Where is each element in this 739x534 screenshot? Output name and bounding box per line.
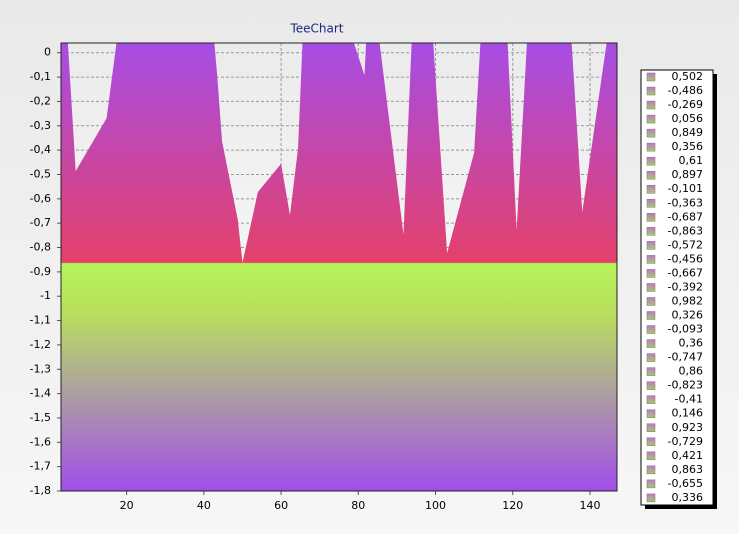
legend-label: 0,336 bbox=[672, 491, 704, 504]
legend-marker bbox=[646, 199, 656, 208]
legend-label: -0,747 bbox=[668, 351, 703, 364]
legend-marker bbox=[646, 367, 656, 376]
y-tick-label: -0,8 bbox=[30, 241, 51, 254]
legend-label: 0,923 bbox=[672, 421, 704, 434]
legend-label: 0,056 bbox=[672, 112, 704, 125]
legend-label: 0,146 bbox=[672, 407, 704, 420]
legend-label: -0,41 bbox=[675, 393, 703, 406]
chart-title: TeeChart bbox=[289, 22, 343, 36]
legend-marker bbox=[646, 128, 656, 138]
legend-marker bbox=[646, 395, 656, 404]
legend-label: 0,356 bbox=[672, 140, 704, 153]
x-tick-label: 20 bbox=[120, 499, 134, 512]
legend-label: 0,61 bbox=[679, 154, 704, 167]
x-tick-label: 120 bbox=[502, 499, 523, 512]
legend-label: 0,36 bbox=[679, 337, 704, 350]
legend-marker bbox=[646, 86, 656, 96]
legend-label: 0,897 bbox=[672, 168, 704, 181]
legend-label: -0,456 bbox=[668, 252, 703, 265]
legend-marker bbox=[646, 283, 656, 292]
legend-label: -0,823 bbox=[668, 379, 703, 392]
legend-label: 0,863 bbox=[672, 463, 704, 476]
x-tick-label: 40 bbox=[197, 499, 211, 512]
y-tick-label: 0 bbox=[44, 46, 51, 59]
legend-label: -0,863 bbox=[668, 224, 703, 237]
y-tick-label: -1,6 bbox=[30, 435, 51, 448]
legend-marker bbox=[646, 451, 656, 461]
y-tick-label: -1,3 bbox=[30, 362, 51, 375]
x-tick-label: 100 bbox=[425, 499, 446, 512]
legend-marker bbox=[646, 297, 656, 306]
legend-marker bbox=[646, 311, 656, 320]
legend-marker bbox=[646, 381, 656, 390]
legend-marker bbox=[646, 241, 656, 250]
y-tick-label: -0,6 bbox=[30, 192, 51, 205]
x-tick-label: 60 bbox=[274, 499, 288, 512]
legend-marker bbox=[646, 493, 656, 503]
legend-label: -0,729 bbox=[668, 435, 703, 448]
y-tick-label: -0,3 bbox=[30, 119, 51, 132]
legend-marker bbox=[646, 325, 656, 334]
legend-label: -0,269 bbox=[668, 98, 703, 111]
legend-label: 0,982 bbox=[672, 294, 704, 307]
legend-label: -0,486 bbox=[668, 84, 703, 97]
legend-marker bbox=[646, 213, 656, 222]
y-tick-label: -1 bbox=[40, 289, 51, 302]
legend-label: 0,326 bbox=[672, 309, 704, 322]
legend-marker bbox=[646, 255, 656, 264]
legend-marker bbox=[646, 156, 656, 166]
legend-label: 0,421 bbox=[672, 449, 704, 462]
x-tick-label: 80 bbox=[351, 499, 365, 512]
y-tick-label: -1,7 bbox=[30, 460, 51, 473]
legend-marker bbox=[646, 409, 656, 418]
legend-marker bbox=[646, 72, 656, 82]
legend-label: -0,667 bbox=[668, 266, 703, 279]
y-tick-label: -0,5 bbox=[30, 167, 51, 180]
legend-marker bbox=[646, 170, 656, 180]
legend-marker bbox=[646, 184, 656, 194]
legend-label: 0,86 bbox=[679, 365, 704, 378]
legend-marker bbox=[646, 479, 656, 489]
legend-marker bbox=[646, 100, 656, 110]
y-tick-label: -0,2 bbox=[30, 94, 51, 107]
legend-marker bbox=[646, 465, 656, 475]
legend-label: -0,101 bbox=[668, 182, 703, 195]
legend-marker bbox=[646, 437, 656, 447]
legend-marker bbox=[646, 269, 656, 278]
legend-label: -0,363 bbox=[668, 196, 703, 209]
y-tick-label: -0,9 bbox=[30, 265, 51, 278]
y-tick-label: -0,4 bbox=[30, 143, 51, 156]
legend-marker bbox=[646, 227, 656, 236]
plot-frame bbox=[60, 42, 618, 492]
legend-label: -0,093 bbox=[668, 323, 703, 336]
y-tick-label: -1,4 bbox=[30, 387, 51, 400]
legend-marker bbox=[646, 423, 656, 432]
legend-marker bbox=[646, 353, 656, 362]
area bbox=[61, 43, 617, 491]
y-tick-label: -1,1 bbox=[30, 314, 51, 327]
y-tick-label: -0,7 bbox=[30, 216, 51, 229]
legend-label: -0,687 bbox=[668, 210, 703, 223]
y-tick-label: -1,8 bbox=[30, 484, 51, 497]
legend-marker bbox=[646, 142, 656, 152]
legend-label: 0,502 bbox=[672, 70, 704, 83]
legend-label: -0,572 bbox=[668, 238, 703, 251]
legend-marker bbox=[646, 339, 656, 348]
legend-label: -0,655 bbox=[668, 477, 703, 490]
legend-label: 0,849 bbox=[672, 126, 704, 139]
legend-marker bbox=[646, 114, 656, 124]
legend-label: -0,392 bbox=[668, 280, 703, 293]
y-tick-label: -1,2 bbox=[30, 338, 51, 351]
x-tick-label: 140 bbox=[579, 499, 600, 512]
y-tick-label: -0,1 bbox=[30, 70, 51, 83]
y-tick-label: -1,5 bbox=[30, 411, 51, 424]
